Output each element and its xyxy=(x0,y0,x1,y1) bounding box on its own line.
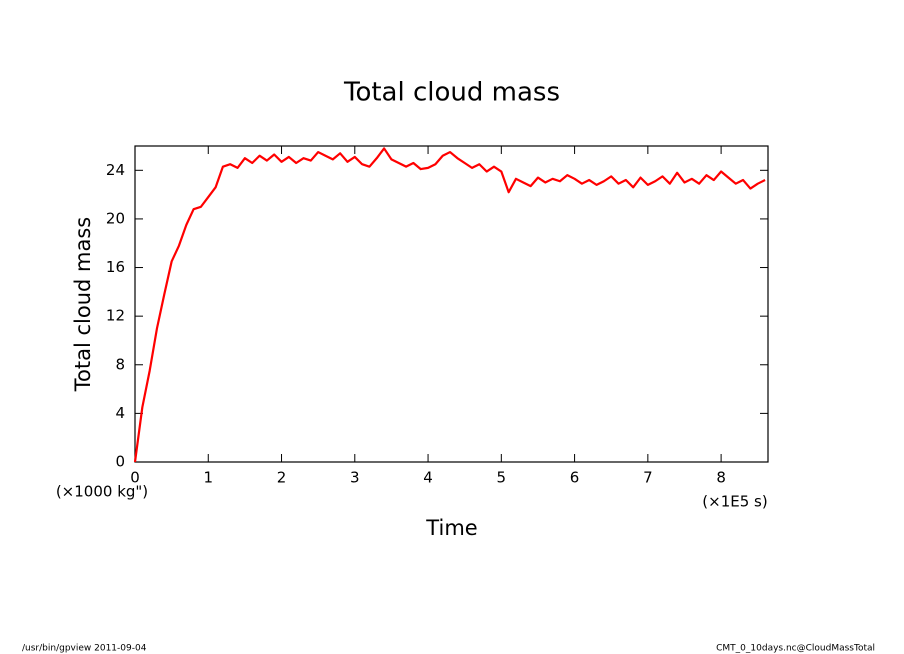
y-tick-label: 20 xyxy=(106,209,125,227)
footer-left: /usr/bin/gpview 2011-09-04 xyxy=(22,644,147,654)
y-tick-label: 4 xyxy=(115,404,125,422)
x-tick-label: 8 xyxy=(716,469,726,487)
footer-right: CMT_0_10days.nc@CloudMassTotal xyxy=(716,644,875,654)
x-tick-label: 5 xyxy=(497,469,507,487)
y-tick-label: 12 xyxy=(106,307,125,325)
y-tick-label: 24 xyxy=(106,161,125,179)
y-tick-label: 16 xyxy=(106,258,125,276)
x-tick-label: 2 xyxy=(277,469,287,487)
y-tick-label: 8 xyxy=(115,355,125,373)
x-tick-label: 0 xyxy=(130,469,140,487)
y-tick-label: 0 xyxy=(115,453,125,471)
x-tick-label: 1 xyxy=(203,469,213,487)
x-tick-label: 3 xyxy=(350,469,360,487)
chart-title: Total cloud mass xyxy=(343,78,560,108)
x-tick-label: 4 xyxy=(423,469,433,487)
x-tick-label: 7 xyxy=(643,469,653,487)
plot-frame xyxy=(134,145,769,463)
x-tick-label: 6 xyxy=(570,469,580,487)
x-axis-label: Time xyxy=(425,516,477,540)
data-line xyxy=(133,147,766,463)
y-axis-label: Total cloud mass xyxy=(71,217,95,392)
y-unit: (×1000 kg") xyxy=(56,483,148,501)
x-unit: (×1E5 s) xyxy=(702,493,767,511)
